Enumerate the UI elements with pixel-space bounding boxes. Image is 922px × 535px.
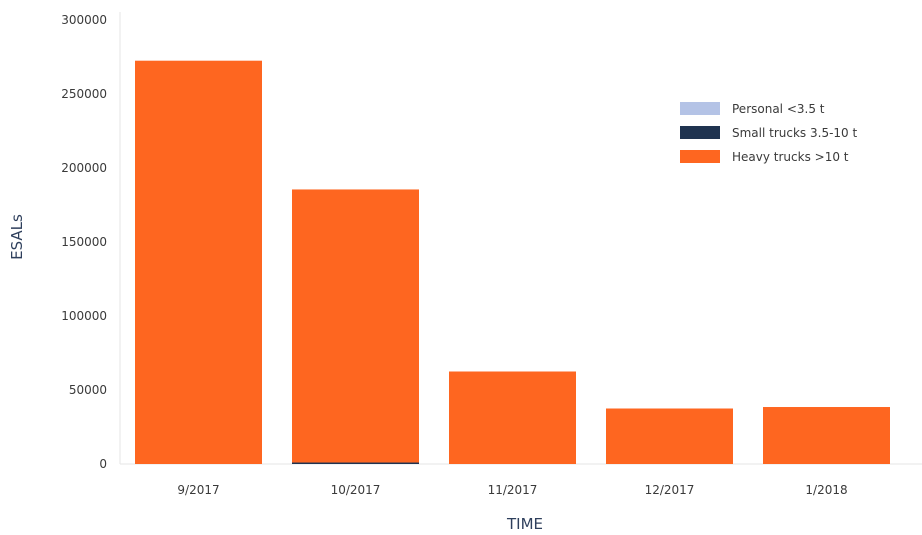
- legend-label: Small trucks 3.5-10 t: [732, 126, 857, 140]
- legend: Personal <3.5 t Small trucks 3.5-10 t Heav…: [680, 102, 857, 164]
- y-tick-label: 250000: [61, 87, 107, 101]
- x-tick-label: 11/2017: [488, 483, 538, 497]
- y-axis: 0 50000 100000 150000 200000 250000 300000: [61, 13, 107, 471]
- y-axis-title: ESALs: [8, 214, 26, 260]
- bar-heavy-trucks-10-t: [292, 189, 419, 463]
- y-tick-label: 0: [99, 457, 107, 471]
- x-tick-label: 1/2018: [805, 483, 847, 497]
- y-tick-label: 50000: [69, 383, 107, 397]
- legend-label: Heavy trucks >10 t: [732, 150, 849, 164]
- y-tick-label: 150000: [61, 235, 107, 249]
- legend-swatch: [680, 150, 720, 163]
- y-tick-label: 200000: [61, 161, 107, 175]
- x-axis: 9/2017 10/2017 11/2017 12/2017 1/2018: [177, 483, 847, 497]
- legend-swatch: [680, 126, 720, 139]
- x-tick-label: 12/2017: [645, 483, 695, 497]
- bar-heavy-trucks-10-t: [763, 407, 890, 464]
- y-tick-label: 300000: [61, 13, 107, 27]
- x-axis-title: TIME: [506, 515, 543, 533]
- bar-heavy-trucks-10-t: [135, 60, 262, 464]
- x-tick-label: 10/2017: [331, 483, 381, 497]
- y-tick-label: 100000: [61, 309, 107, 323]
- legend-swatch: [680, 102, 720, 115]
- bar-small-trucks-3-5-10-t: [292, 462, 419, 464]
- x-tick-label: 9/2017: [177, 483, 219, 497]
- legend-label: Personal <3.5 t: [732, 102, 825, 116]
- bars: [135, 60, 890, 464]
- bar-heavy-trucks-10-t: [449, 371, 576, 464]
- bar-heavy-trucks-10-t: [606, 408, 733, 464]
